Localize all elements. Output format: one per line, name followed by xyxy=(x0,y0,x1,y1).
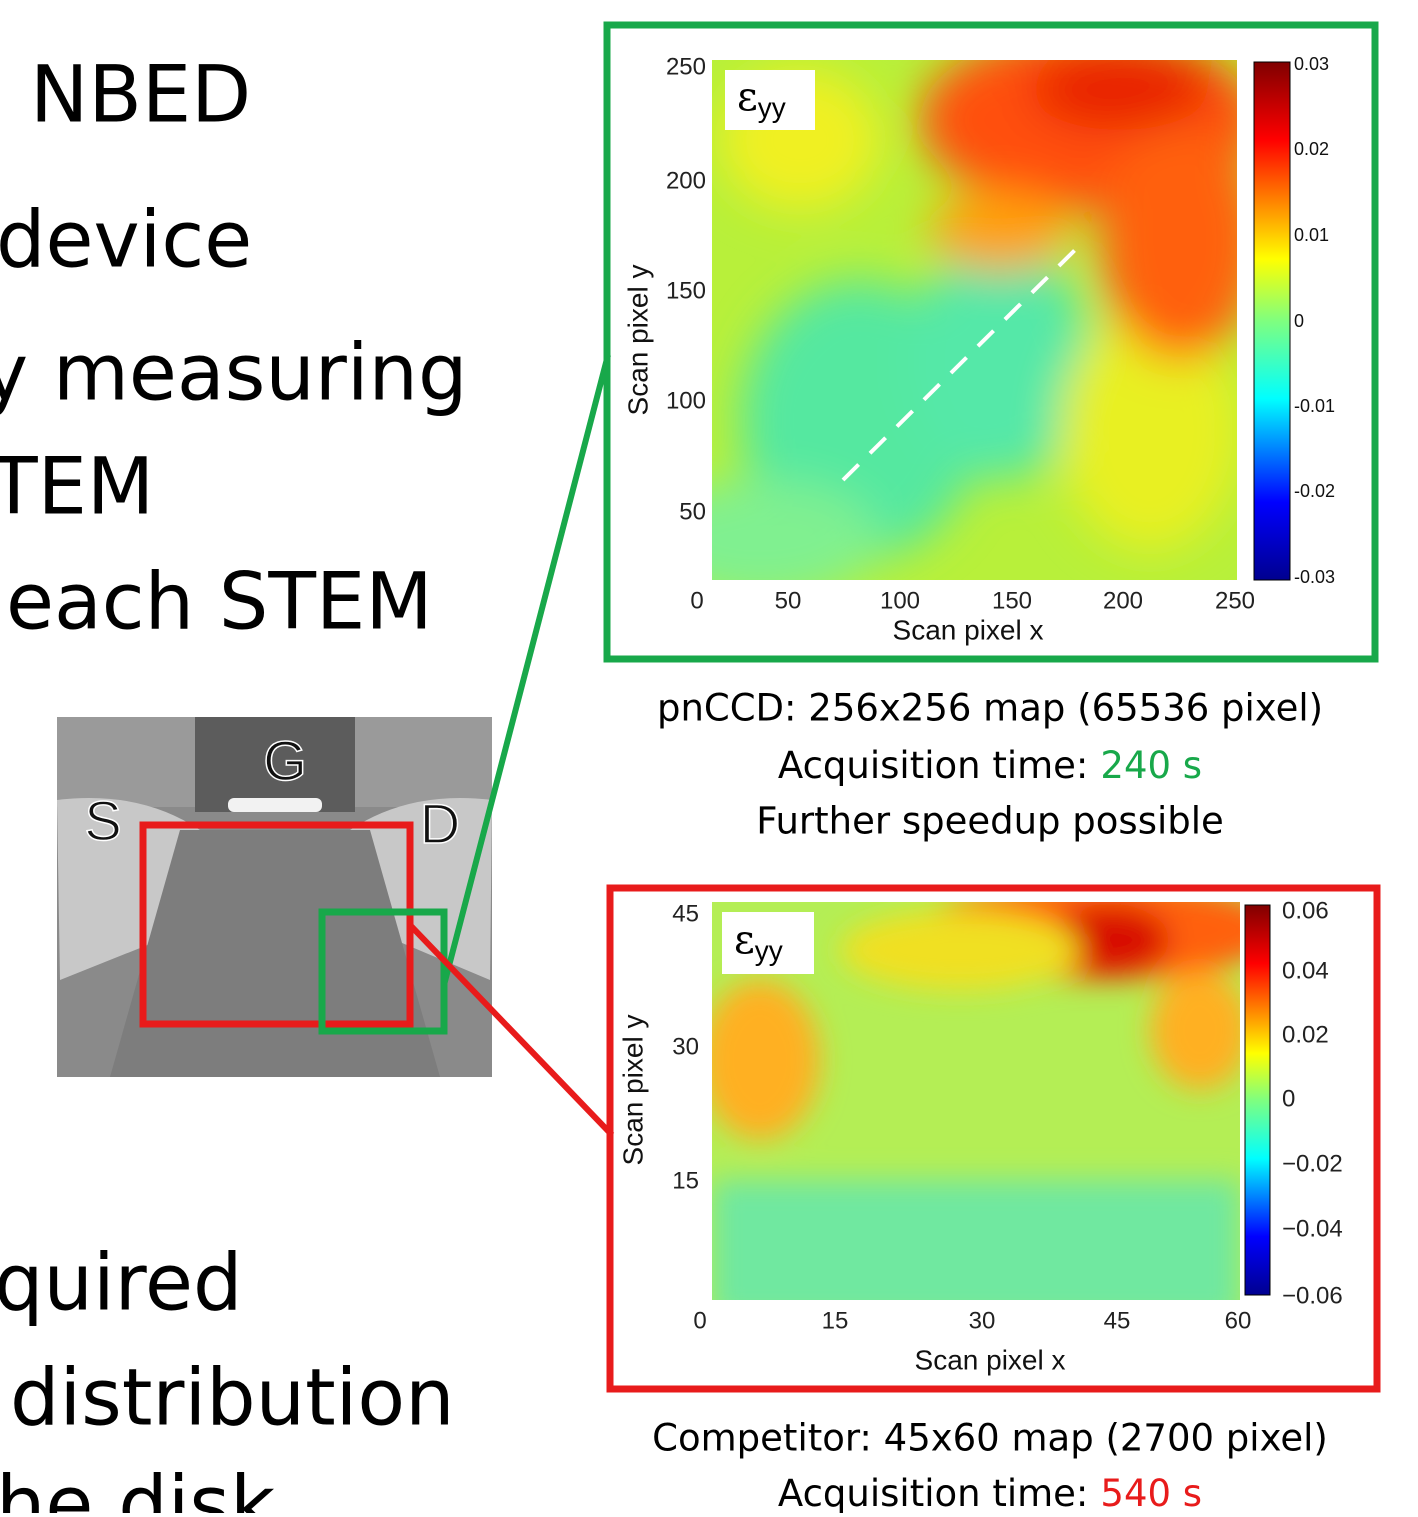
colorbar-tick-label: 0.06 xyxy=(1282,897,1329,924)
y-tick-label: 45 xyxy=(672,900,699,927)
y-tick-label: 150 xyxy=(666,277,706,304)
caption-value: 240 s xyxy=(1100,744,1202,787)
colorbar-tick-label: 0.03 xyxy=(1294,54,1329,74)
x-tick-label: 15 xyxy=(822,1307,849,1334)
figure-frame xyxy=(603,21,1379,663)
y-tick-label: 250 xyxy=(666,53,706,80)
colorbar xyxy=(1244,904,1271,1296)
x-tick-label: 250 xyxy=(1215,587,1255,614)
y-tick-label: 200 xyxy=(666,167,706,194)
heatmap xyxy=(712,60,1237,580)
symbol: ε xyxy=(734,917,755,963)
colorbar-tick-label: −0.06 xyxy=(1282,1282,1343,1309)
device-label: D xyxy=(420,792,460,855)
symbol: ε xyxy=(737,74,758,120)
y-tick-label: 15 xyxy=(672,1167,699,1194)
x-tick-label: 150 xyxy=(992,587,1032,614)
slide-line: he disk xyxy=(0,1460,275,1513)
slide-line: distribution xyxy=(10,1353,455,1443)
colorbar-tick-label: 0.02 xyxy=(1282,1021,1329,1048)
x-tick-label: 0 xyxy=(693,1307,706,1334)
x-axis-label: Scan pixel x xyxy=(893,614,1044,645)
y-axis-label: Scan pixel y xyxy=(617,1015,648,1166)
caption: Acquisition time: 240 s xyxy=(778,744,1202,787)
x-tick-label: 50 xyxy=(775,587,802,614)
slide-line: y measuring xyxy=(0,328,467,418)
label-box xyxy=(722,912,814,974)
connector xyxy=(407,922,615,1138)
x-tick-label: 200 xyxy=(1103,587,1143,614)
figure-frame xyxy=(606,884,1381,1393)
connector xyxy=(441,354,611,986)
colorbar-tick-label: 0 xyxy=(1282,1085,1295,1112)
y-tick-label: 100 xyxy=(666,387,706,414)
x-axis-label: Scan pixel x xyxy=(915,1344,1066,1375)
slide-line: each STEM xyxy=(6,557,433,647)
y-axis-label: Scan pixel y xyxy=(622,265,653,416)
slide-line: quired xyxy=(0,1238,242,1328)
x-tick-label: 30 xyxy=(969,1307,996,1334)
colorbar-tick-label: -0.01 xyxy=(1294,396,1335,416)
colorbar xyxy=(1253,61,1291,581)
caption-note: Further speedup possible xyxy=(756,800,1224,843)
caption-label: Acquisition time: xyxy=(778,744,1088,787)
colorbar-tick-label: 0 xyxy=(1294,311,1304,331)
colorbar-tick-label: 0.04 xyxy=(1282,957,1329,984)
subscript: yy xyxy=(758,92,786,123)
colorbar-tick-label: -0.03 xyxy=(1294,567,1335,587)
caption: Competitor: 45x60 map (2700 pixel) xyxy=(652,1417,1328,1460)
caption: pnCCD: 256x256 map (65536 pixel) xyxy=(657,687,1323,730)
colorbar-tick-label: −0.02 xyxy=(1282,1150,1343,1177)
device-label: G xyxy=(263,729,307,792)
x-tick-label: 0 xyxy=(690,587,703,614)
colorbar-tick-label: 0.02 xyxy=(1294,139,1329,159)
y-tick-label: 50 xyxy=(679,498,706,525)
x-tick-label: 100 xyxy=(880,587,920,614)
slide-line: device xyxy=(0,195,252,285)
x-tick-label: 45 xyxy=(1104,1307,1131,1334)
subscript: yy xyxy=(755,935,783,966)
strain-label: εyy xyxy=(737,74,786,123)
colorbar-tick-label: -0.02 xyxy=(1294,481,1335,501)
colorbar-tick-label: −0.04 xyxy=(1282,1215,1343,1242)
slide-title: NBED xyxy=(30,50,251,140)
colorbar-tick-label: 0.01 xyxy=(1294,225,1329,245)
caption-label: Acquisition time: xyxy=(778,1472,1088,1514)
caption: Acquisition time: 540 s xyxy=(778,1472,1202,1514)
green-box xyxy=(318,908,448,1035)
label-box xyxy=(725,70,815,130)
device-label: S xyxy=(84,789,121,852)
red-box xyxy=(139,821,414,1028)
y-tick-label: 30 xyxy=(672,1033,699,1060)
caption-value: 540 s xyxy=(1100,1472,1202,1514)
device-image xyxy=(57,717,492,1077)
slide-line: TEM xyxy=(0,442,154,532)
strain-label: εyy xyxy=(734,917,783,966)
x-tick-label: 60 xyxy=(1225,1307,1252,1334)
